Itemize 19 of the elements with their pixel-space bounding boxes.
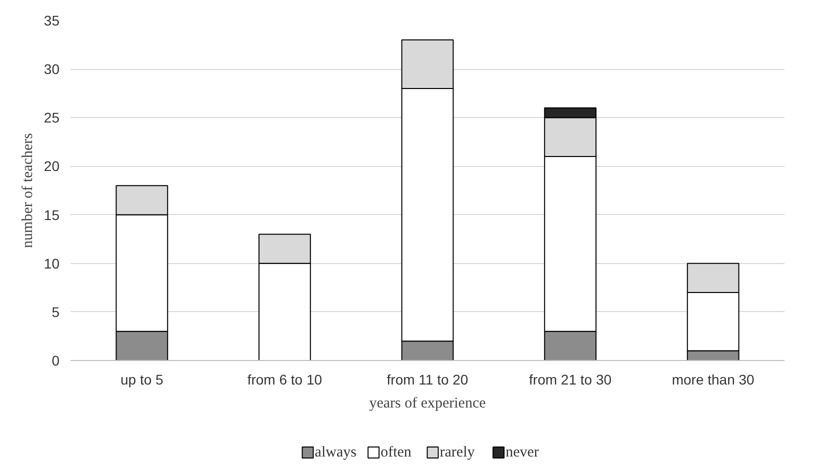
x-tick-label: from 11 to 20 <box>386 372 468 388</box>
legend-label: rarely <box>440 444 476 460</box>
y-tick-label: 25 <box>44 110 60 126</box>
y-tick-label: 15 <box>44 206 60 223</box>
y-tick-label: 35 <box>44 12 60 28</box>
y-axis-title: number of teachers <box>20 132 36 248</box>
x-tick-label: up to 5 <box>120 372 164 388</box>
x-tick-label: more than 30 <box>672 372 755 388</box>
y-tick-label: 0 <box>52 352 60 368</box>
y-tick-label: 10 <box>44 255 60 272</box>
legend-label: never <box>506 444 539 460</box>
y-tick-label: 30 <box>44 61 60 78</box>
legend-label: always <box>314 444 357 460</box>
x-tick-label: from 21 to 30 <box>529 372 612 388</box>
x-axis-title: years of experience <box>369 396 486 412</box>
y-tick-label: 20 <box>44 158 60 174</box>
legend-label: often <box>380 444 412 460</box>
y-tick-label: 5 <box>52 304 60 320</box>
x-tick-label: from 6 to 10 <box>247 372 322 388</box>
